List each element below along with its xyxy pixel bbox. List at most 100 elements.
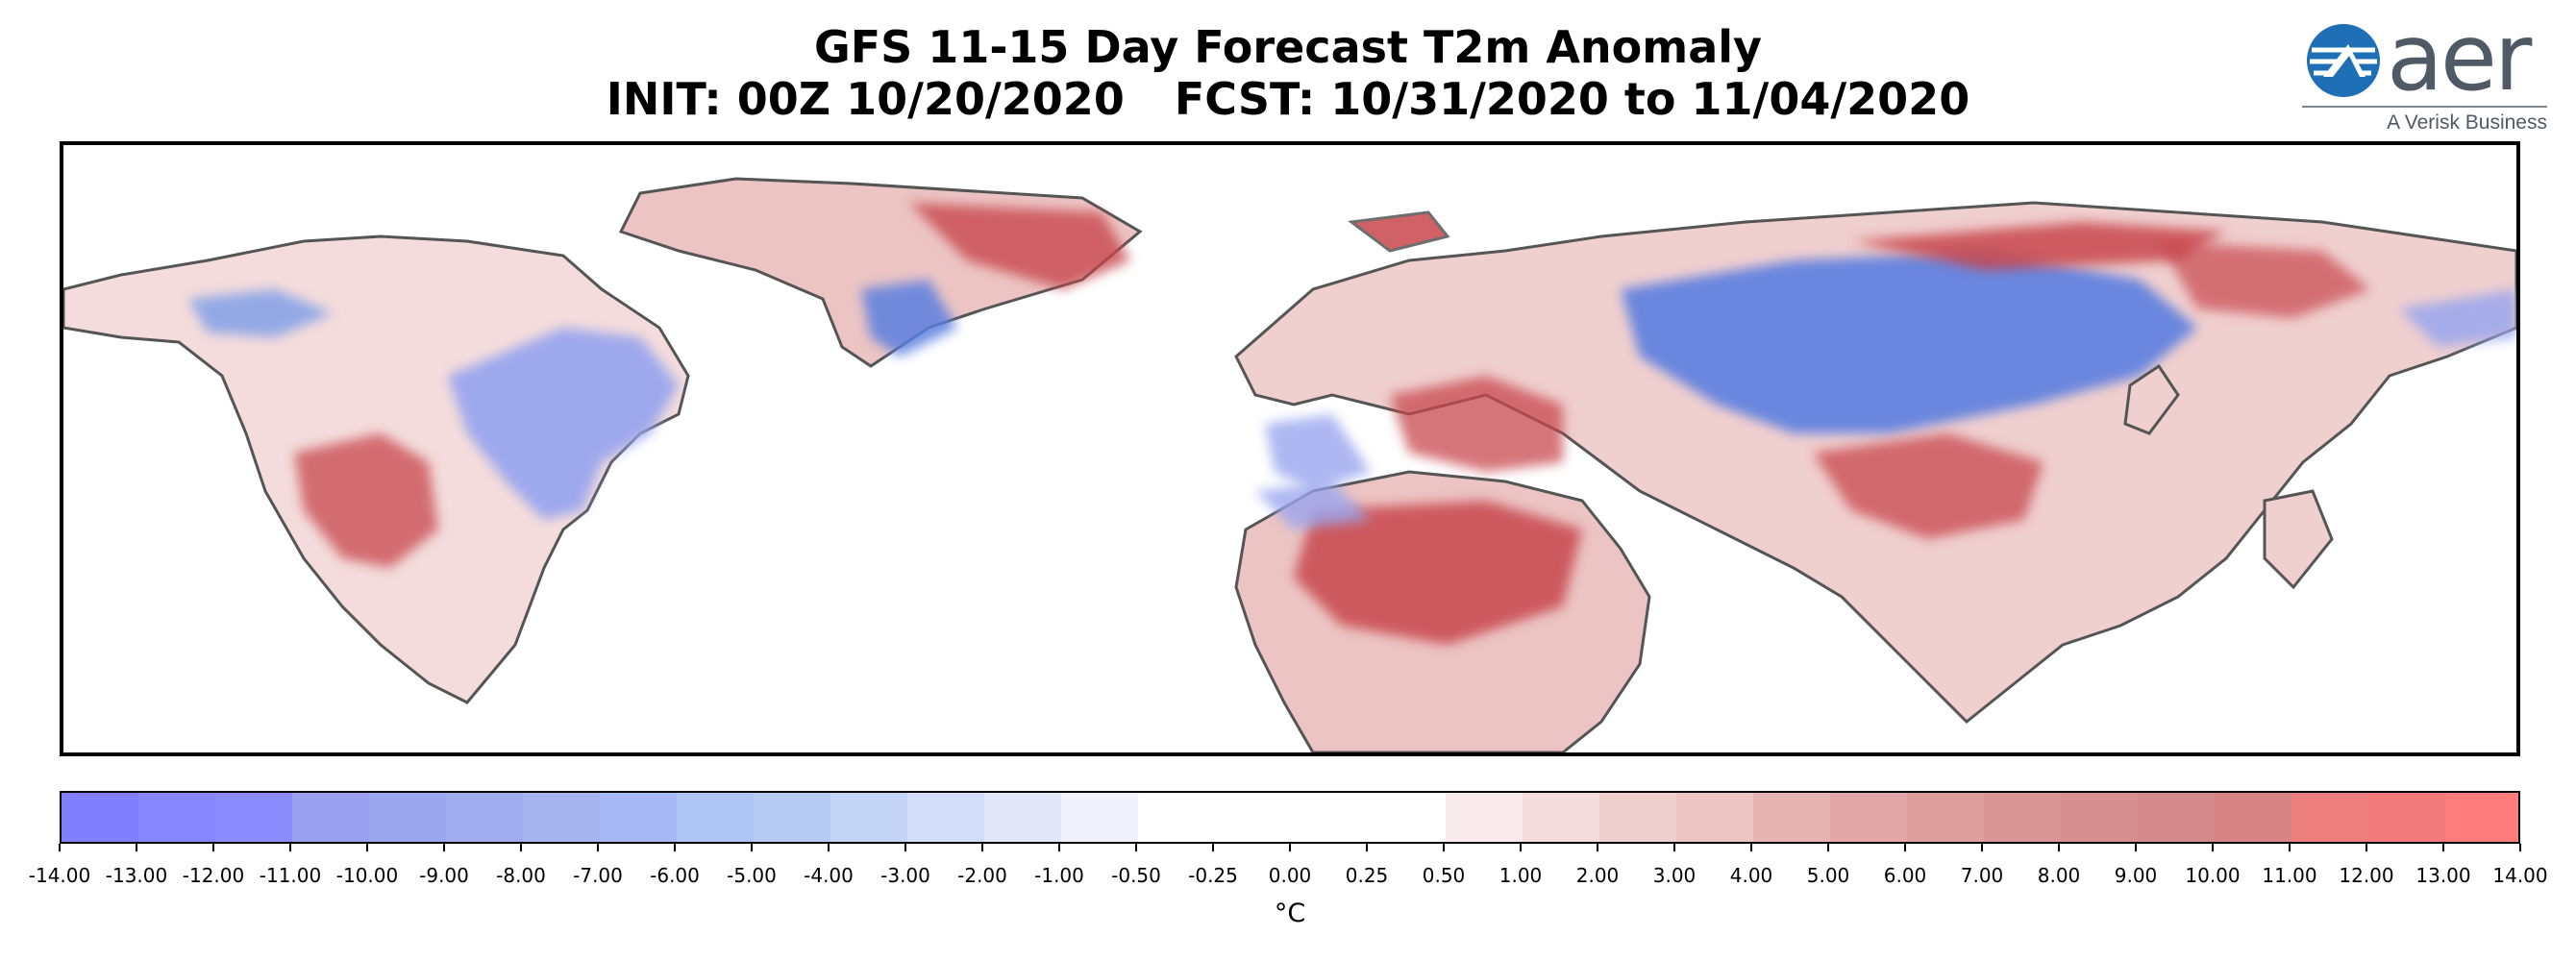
colorbar-tick-label: -13.00 — [105, 864, 168, 887]
colorbar-tick — [136, 844, 137, 851]
colorbar-tick — [1827, 844, 1829, 851]
colorbar-tick-label: 0.25 — [1345, 864, 1389, 887]
colorbar-tick — [366, 844, 368, 851]
colorbar-swatch — [138, 793, 217, 842]
colorbar — [60, 791, 2520, 844]
colorbar-swatch — [677, 793, 755, 842]
colorbar-swatch — [1446, 793, 1524, 842]
colorbar-swatch — [1599, 793, 1678, 842]
colorbar-tick-label: -10.00 — [335, 864, 399, 887]
colorbar-tick — [2442, 844, 2444, 851]
colorbar-swatch — [2368, 793, 2447, 842]
forecast-window: FCST: 10/31/2020 to 11/04/2020 — [1174, 73, 1970, 125]
colorbar-tick-label: 13.00 — [2415, 864, 2471, 887]
colorbar-tick-label: -5.00 — [727, 864, 777, 887]
colorbar-tick-label: 3.00 — [1652, 864, 1697, 887]
colorbar-tick-label: -4.00 — [804, 864, 854, 887]
islands — [1348, 210, 2334, 590]
colorbar-tick — [2212, 844, 2214, 851]
colorbar-tick — [59, 844, 61, 851]
colorbar-tick-label: 4.00 — [1729, 864, 1773, 887]
colorbar-tick-label: 7.00 — [1960, 864, 2004, 887]
colorbar-swatch — [830, 793, 909, 842]
colorbar-swatch — [2215, 793, 2293, 842]
colorbar-tick — [289, 844, 291, 851]
colorbar-tick — [1366, 844, 1368, 851]
colorbar-tick-label: -3.00 — [880, 864, 930, 887]
colorbar-tick-label: -0.50 — [1111, 864, 1161, 887]
logo-tagline: A Verisk Business — [2387, 111, 2547, 134]
colorbar-tick — [2289, 844, 2291, 851]
aer-logo: aer A Verisk Business — [2302, 4, 2562, 137]
colorbar-swatch — [907, 793, 986, 842]
colorbar-swatch — [446, 793, 525, 842]
colorbar-tick — [2058, 844, 2060, 851]
colorbar-tick — [904, 844, 906, 851]
colorbar-swatch — [215, 793, 294, 842]
colorbar-tick — [828, 844, 830, 851]
colorbar-swatch — [1061, 793, 1140, 842]
africa — [1234, 470, 1651, 752]
colorbar-swatch — [1907, 793, 1986, 842]
colorbar-tick — [520, 844, 522, 851]
colorbar-tick-label: -6.00 — [650, 864, 700, 887]
colorbar-tick — [674, 844, 676, 851]
colorbar-swatch — [2138, 793, 2217, 842]
colorbar-swatch — [984, 793, 1063, 842]
colorbar-swatch — [600, 793, 679, 842]
colorbar-tick — [2135, 844, 2137, 851]
colorbar-tick-label: -7.00 — [573, 864, 623, 887]
colorbar-tick-label: 5.00 — [1806, 864, 1850, 887]
logo-divider — [2302, 106, 2547, 108]
colorbar-swatch — [754, 793, 832, 842]
colorbar-swatch — [1215, 793, 1294, 842]
colorbar-tick — [1981, 844, 1983, 851]
colorbar-tick — [1520, 844, 1522, 851]
colorbar-tick-label: 2.00 — [1575, 864, 1620, 887]
init-time: INIT: 00Z 10/20/2020 — [606, 73, 1125, 125]
colorbar-tick-label: -11.00 — [259, 864, 322, 887]
colorbar-tick — [1673, 844, 1675, 851]
colorbar-swatch — [292, 793, 371, 842]
colorbar-tick — [597, 844, 599, 851]
colorbar-tick — [2365, 844, 2367, 851]
colorbar-tick-label: 1.00 — [1499, 864, 1543, 887]
colorbar-tick-label: -14.00 — [28, 864, 91, 887]
colorbar-tick-label: 6.00 — [1883, 864, 1927, 887]
north-america — [63, 234, 690, 704]
logo-wordmark: aer — [2387, 4, 2532, 111]
colorbar-tick-label: 0.00 — [1268, 864, 1312, 887]
colorbar-tick-label: -12.00 — [182, 864, 245, 887]
colorbar-swatch — [1138, 793, 1217, 842]
eurasia — [1234, 201, 2516, 725]
colorbar-tick — [1443, 844, 1445, 851]
colorbar-swatch — [1523, 793, 1601, 842]
colorbar-tick-label: 14.00 — [2492, 864, 2548, 887]
colorbar-tick — [212, 844, 214, 851]
colorbar-swatch — [523, 793, 602, 842]
colorbar-swatch — [2061, 793, 2140, 842]
colorbar-swatch — [1292, 793, 1371, 842]
colorbar-tick-label: -1.00 — [1034, 864, 1084, 887]
colorbar-tick-label: -2.00 — [957, 864, 1007, 887]
colorbar-swatch — [2291, 793, 2370, 842]
colorbar-units: °C — [1274, 899, 1306, 928]
colorbar-tick — [1058, 844, 1060, 851]
colorbar-swatch — [2445, 793, 2518, 842]
colorbar-tick — [1135, 844, 1137, 851]
colorbar-swatch — [1369, 793, 1448, 842]
colorbar-tick — [981, 844, 983, 851]
colorbar-tick-label: 11.00 — [2262, 864, 2317, 887]
colorbar-tick-label: -9.00 — [419, 864, 469, 887]
colorbar-tick — [1212, 844, 1214, 851]
map-title: GFS 11-15 Day Forecast T2m Anomaly — [813, 21, 1762, 73]
colorbar-tick — [751, 844, 753, 851]
anomaly-map — [60, 141, 2520, 756]
colorbar-tick-label: -8.00 — [496, 864, 546, 887]
colorbar-tick-label: 0.50 — [1422, 864, 1466, 887]
globe-icon — [2307, 24, 2380, 97]
colorbar-swatches — [62, 793, 2518, 842]
colorbar-swatch — [1753, 793, 1832, 842]
colorbar-tick — [1904, 844, 1906, 851]
map-subtitle: INIT: 00Z 10/20/2020 FCST: 10/31/2020 to … — [336, 73, 2240, 125]
